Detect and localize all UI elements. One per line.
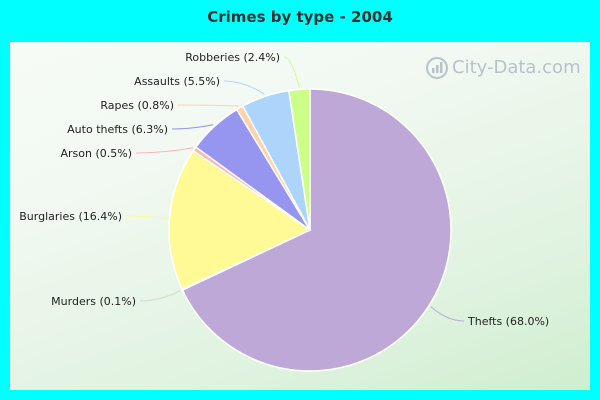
leader-line	[223, 80, 265, 95]
slice-label: Burglaries (16.4%)	[19, 210, 122, 223]
slice-label: Rapes (0.8%)	[100, 99, 174, 112]
leader-line	[177, 104, 239, 107]
slice-label: Robberies (2.4%)	[185, 51, 280, 64]
leader-line	[430, 306, 465, 322]
pie-slice	[287, 88, 311, 231]
city-data-logo-icon	[426, 57, 448, 79]
slice-label: Arson (0.5%)	[60, 147, 132, 160]
pie-chart: Thefts (68.0%) Murders (0.1%) Burglaries (…	[19, 51, 549, 372]
chart-panel: Thefts (68.0%) Murders (0.1%) Burglaries (…	[10, 42, 590, 390]
chart-title: Crimes by type - 2004	[207, 8, 393, 26]
watermark: City-Data.com	[426, 57, 586, 83]
leader-line	[283, 56, 300, 88]
slice-label: Thefts (68.0%)	[467, 315, 549, 328]
slice-label: Murders (0.1%)	[51, 295, 136, 308]
slice-label: Assaults (5.5%)	[134, 75, 220, 88]
pie-slice	[181, 88, 452, 372]
leader-line	[139, 290, 181, 302]
leader-line	[171, 124, 214, 130]
watermark-text: City-Data.com	[452, 57, 581, 78]
pie-slices	[168, 88, 452, 372]
slice-label: Auto thefts (6.3%)	[67, 123, 168, 136]
leader-line	[125, 215, 168, 219]
pie-slice	[168, 149, 312, 291]
leader-line	[135, 147, 194, 154]
